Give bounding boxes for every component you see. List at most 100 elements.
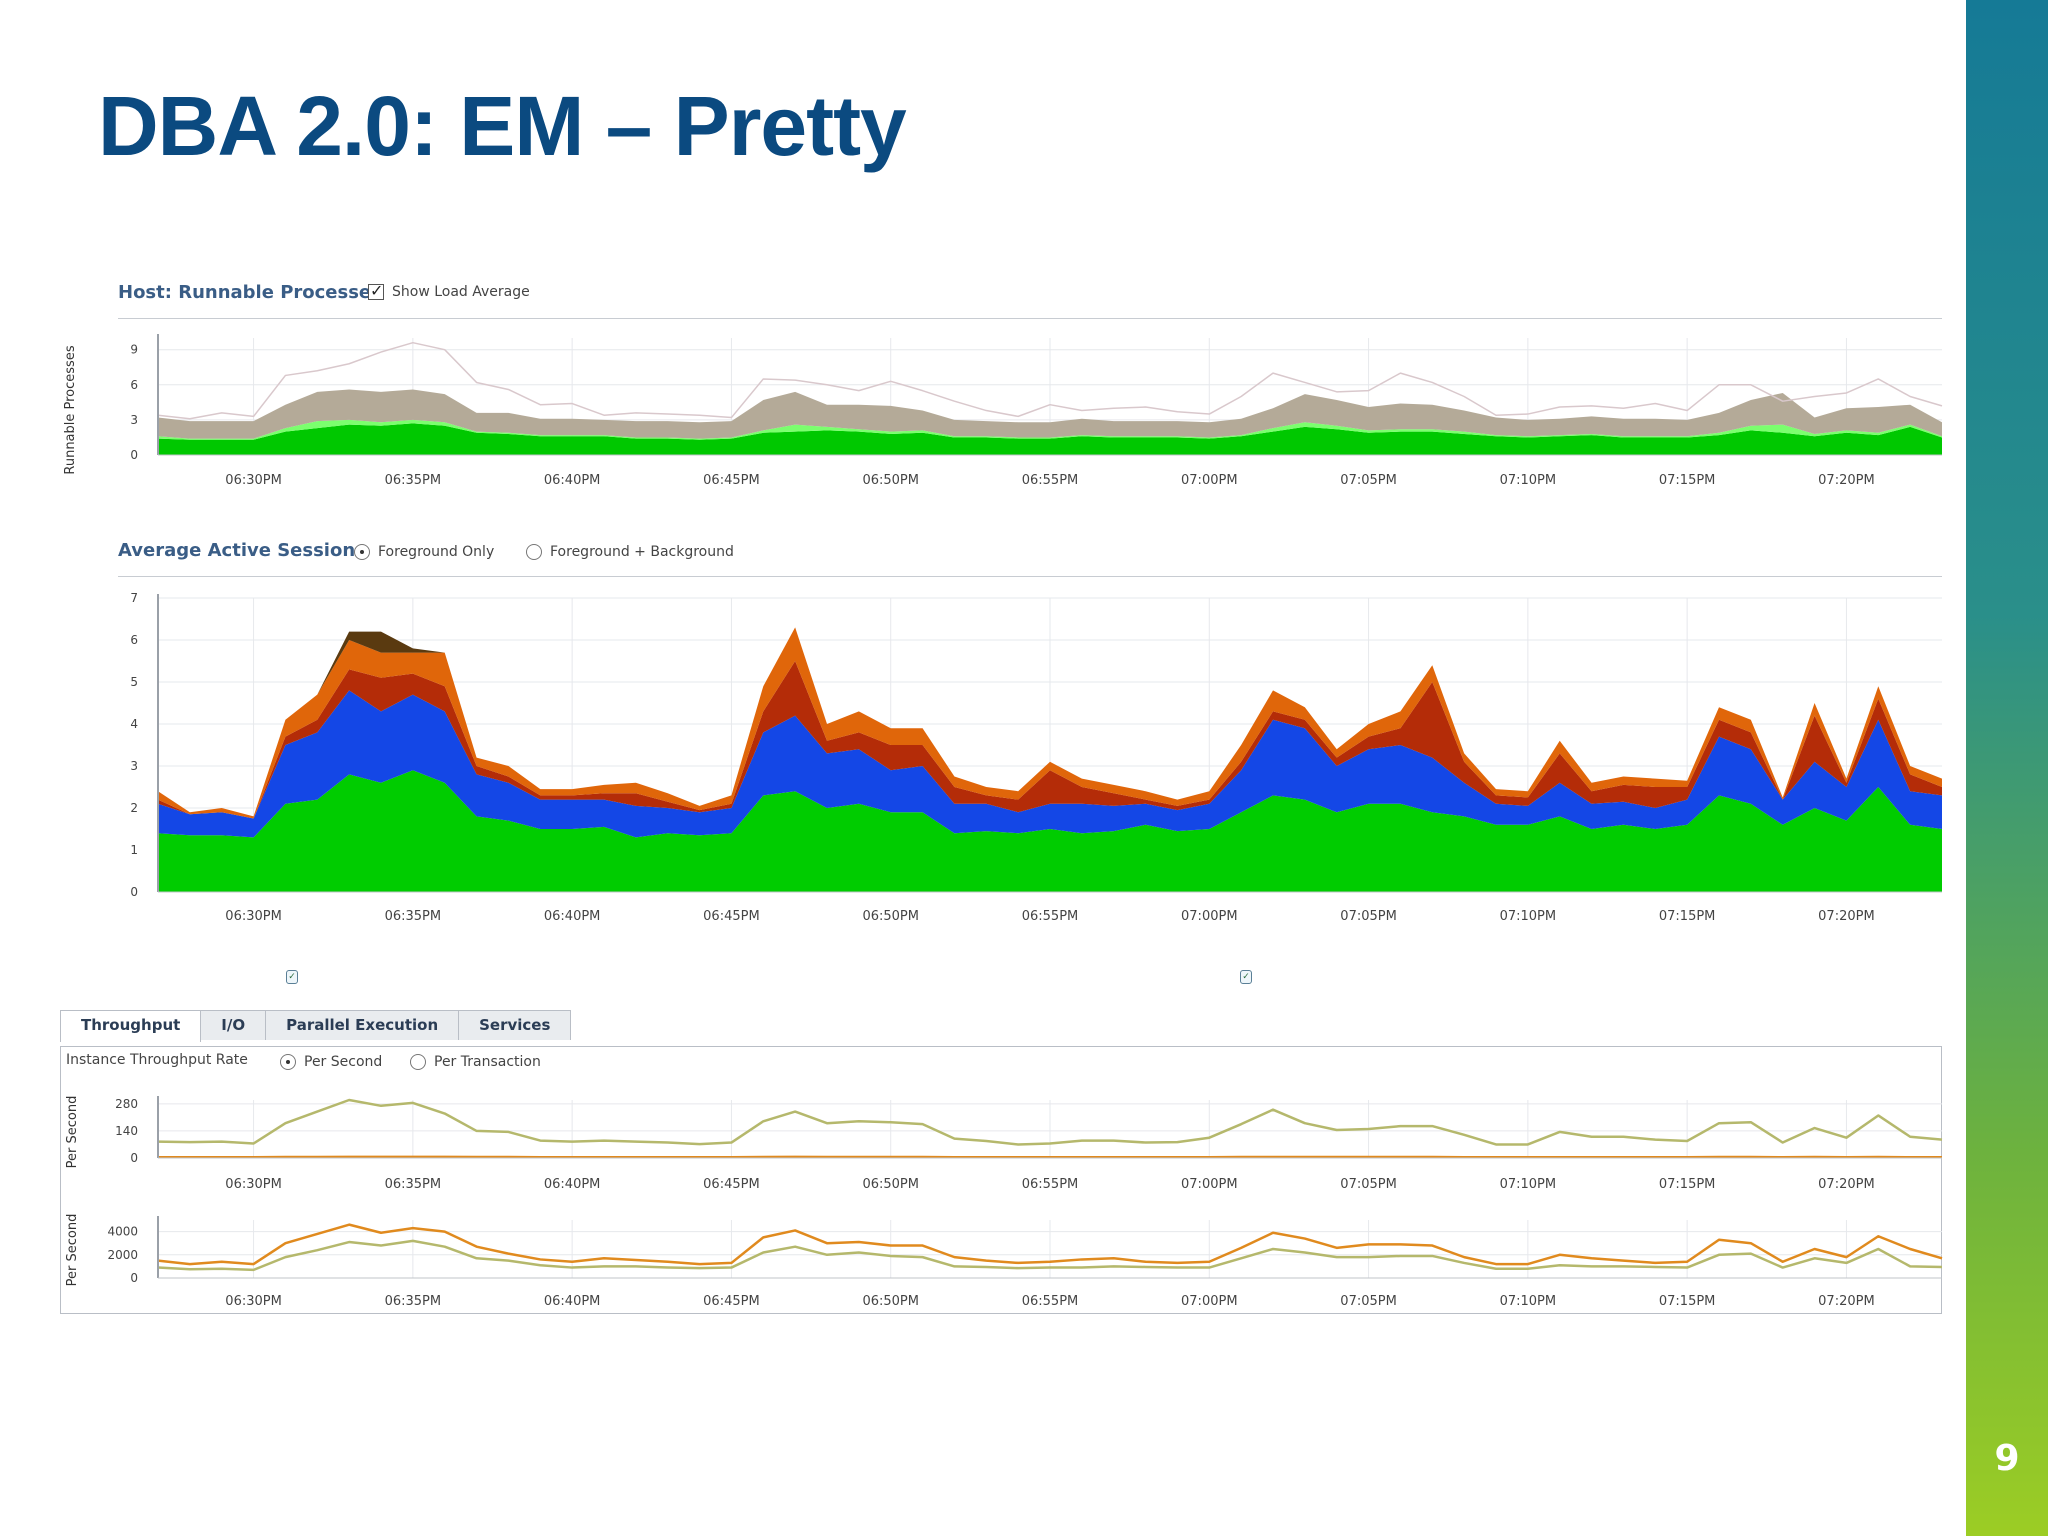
slide-title: DBA 2.0: EM – Pretty bbox=[98, 79, 907, 173]
annotation-pin-icon[interactable]: ✓ bbox=[1240, 970, 1252, 984]
sessions-y-tick-label: 5 bbox=[130, 675, 138, 689]
radio-icon[interactable] bbox=[410, 1054, 426, 1070]
throughput-1-x-tick-label: 07:05PM bbox=[1340, 1177, 1397, 1192]
slide-side-bar bbox=[1966, 0, 2048, 1536]
throughput-2-line-series-1 bbox=[157, 1239, 1943, 1272]
foreground-only-label: Foreground Only bbox=[378, 544, 495, 560]
runnable-y-tick-label: 9 bbox=[130, 343, 138, 357]
runnable-divider bbox=[118, 318, 1942, 319]
throughput-1-x-tick-label: 06:35PM bbox=[385, 1177, 442, 1192]
sessions-y-tick-label: 2 bbox=[130, 801, 138, 815]
throughput-2-x-tick-label: 07:15PM bbox=[1659, 1294, 1716, 1309]
per-transaction-option[interactable]: Per Transaction bbox=[410, 1054, 541, 1070]
throughput-2-x-tick-label: 06:50PM bbox=[862, 1294, 919, 1309]
throughput-2-x-tick-label: 06:35PM bbox=[385, 1294, 442, 1309]
radio-icon[interactable] bbox=[354, 544, 370, 560]
throughput-2-x-tick-label: 07:10PM bbox=[1500, 1294, 1557, 1309]
runnable-x-tick-label: 07:10PM bbox=[1500, 473, 1557, 488]
foreground-only-option[interactable]: Foreground Only bbox=[354, 544, 494, 560]
annotation-pin-icon[interactable]: ✓ bbox=[286, 970, 298, 984]
foreground-background-label: Foreground + Background bbox=[550, 544, 734, 560]
throughput-tabs: Throughput I/O Parallel Execution Servic… bbox=[60, 1010, 572, 1042]
throughput-2-y-tick-label: 2000 bbox=[107, 1248, 138, 1262]
throughput-1-x-tick-label: 07:20PM bbox=[1818, 1177, 1875, 1192]
throughput-2-x-tick-label: 06:55PM bbox=[1022, 1294, 1079, 1309]
sessions-area-series-0 bbox=[158, 770, 1942, 892]
runnable-x-tick-label: 06:45PM bbox=[703, 473, 760, 488]
sessions-x-tick-label: 06:45PM bbox=[703, 909, 760, 924]
throughput-1-y-tick-label: 0 bbox=[130, 1151, 138, 1165]
throughput-2-x-tick-label: 07:20PM bbox=[1818, 1294, 1875, 1309]
sessions-title: Average Active Sessions bbox=[118, 540, 366, 561]
per-second-option[interactable]: Per Second bbox=[280, 1054, 382, 1070]
per-transaction-label: Per Transaction bbox=[434, 1054, 541, 1070]
runnable-line-series-3 bbox=[157, 341, 1943, 420]
runnable-title: Host: Runnable Processes bbox=[118, 282, 382, 303]
sessions-y-tick-label: 1 bbox=[130, 843, 138, 857]
throughput-1-x-tick-label: 06:30PM bbox=[225, 1177, 282, 1192]
runnable-y-tick-label: 0 bbox=[130, 448, 138, 462]
throughput-1-x-tick-label: 07:10PM bbox=[1500, 1177, 1557, 1192]
throughput-1-y-axis-label: Per Second bbox=[65, 1096, 80, 1169]
show-load-average-option[interactable]: Show Load Average bbox=[368, 281, 530, 300]
throughput-1-x-tick-label: 07:15PM bbox=[1659, 1177, 1716, 1192]
throughput-2-x-tick-label: 07:00PM bbox=[1181, 1294, 1238, 1309]
throughput-1-x-tick-label: 06:50PM bbox=[862, 1177, 919, 1192]
sessions-x-tick-label: 06:30PM bbox=[225, 909, 282, 924]
foreground-background-option[interactable]: Foreground + Background bbox=[526, 544, 734, 560]
throughput-2-x-tick-label: 07:05PM bbox=[1340, 1294, 1397, 1309]
sessions-y-tick-label: 0 bbox=[130, 885, 138, 899]
check-icon[interactable] bbox=[368, 281, 384, 300]
runnable-x-tick-label: 06:35PM bbox=[385, 473, 442, 488]
throughput-1-line-series-0 bbox=[157, 1098, 1943, 1146]
throughput-2-x-tick-label: 06:30PM bbox=[225, 1294, 282, 1309]
throughput-2-y-axis-label: Per Second bbox=[65, 1214, 80, 1287]
throughput-panel bbox=[60, 1046, 1942, 1314]
runnable-y-tick-label: 6 bbox=[130, 378, 138, 392]
throughput-1-x-tick-label: 06:40PM bbox=[544, 1177, 601, 1192]
runnable-area-series-2 bbox=[158, 389, 1942, 439]
runnable-y-axis-label: Runnable Processes bbox=[63, 345, 78, 474]
runnable-y-tick-label: 3 bbox=[130, 413, 138, 427]
runnable-x-tick-label: 06:30PM bbox=[225, 473, 282, 488]
throughput-1-x-tick-label: 07:00PM bbox=[1181, 1177, 1238, 1192]
tab-services[interactable]: Services bbox=[458, 1010, 572, 1040]
sessions-x-tick-label: 07:20PM bbox=[1818, 909, 1875, 924]
show-load-average-label: Show Load Average bbox=[392, 284, 530, 300]
page-number: 9 bbox=[1994, 1438, 2020, 1479]
sessions-x-tick-label: 07:00PM bbox=[1181, 909, 1238, 924]
runnable-x-tick-label: 06:55PM bbox=[1022, 473, 1079, 488]
throughput-2-y-tick-label: 0 bbox=[130, 1271, 138, 1285]
runnable-x-tick-label: 07:15PM bbox=[1659, 473, 1716, 488]
sessions-x-tick-label: 07:05PM bbox=[1340, 909, 1397, 924]
sessions-y-tick-label: 7 bbox=[130, 591, 138, 605]
throughput-2-x-tick-label: 06:45PM bbox=[703, 1294, 760, 1309]
radio-icon[interactable] bbox=[526, 544, 542, 560]
sessions-x-tick-label: 07:15PM bbox=[1659, 909, 1716, 924]
sessions-chart: 0 1 2 3 4 5 6 7 06:30PM 06:35PM 06:40PM 06:45PM 06:5… bbox=[130, 591, 1942, 924]
tab-throughput[interactable]: Throughput bbox=[60, 1010, 202, 1042]
sessions-area-series-1 bbox=[158, 690, 1942, 838]
per-second-label: Per Second bbox=[304, 1054, 383, 1070]
runnable-x-tick-label: 07:20PM bbox=[1818, 473, 1875, 488]
sessions-x-tick-label: 06:40PM bbox=[544, 909, 601, 924]
throughput-rate-label: Instance Throughput Rate bbox=[66, 1052, 248, 1068]
sessions-x-tick-label: 07:10PM bbox=[1500, 909, 1557, 924]
sessions-y-tick-label: 4 bbox=[130, 717, 138, 731]
throughput-1-x-tick-label: 06:55PM bbox=[1022, 1177, 1079, 1192]
runnable-x-tick-label: 07:00PM bbox=[1181, 473, 1238, 488]
runnable-x-tick-label: 07:05PM bbox=[1340, 473, 1397, 488]
throughput-2-line-series-0 bbox=[157, 1223, 1943, 1266]
runnable-x-tick-label: 06:40PM bbox=[544, 473, 601, 488]
radio-icon[interactable] bbox=[280, 1054, 296, 1070]
sessions-x-tick-label: 06:50PM bbox=[862, 909, 919, 924]
runnable-chart: 0 3 6 9 06:30PM 06:35PM 06:40PM 06:45PM 06:50PM 0… bbox=[63, 334, 1943, 488]
runnable-area-series-0 bbox=[158, 423, 1942, 455]
throughput-2-chart: 0 2000 4000 06:30PM 06:35PM 06:40PM 06:45PM 06:… bbox=[65, 1214, 1943, 1309]
throughput-2-x-tick-label: 06:40PM bbox=[544, 1294, 601, 1309]
sessions-divider bbox=[118, 576, 1942, 577]
runnable-x-tick-label: 06:50PM bbox=[862, 473, 919, 488]
sessions-y-tick-label: 3 bbox=[130, 759, 138, 773]
throughput-1-x-tick-label: 06:45PM bbox=[703, 1177, 760, 1192]
